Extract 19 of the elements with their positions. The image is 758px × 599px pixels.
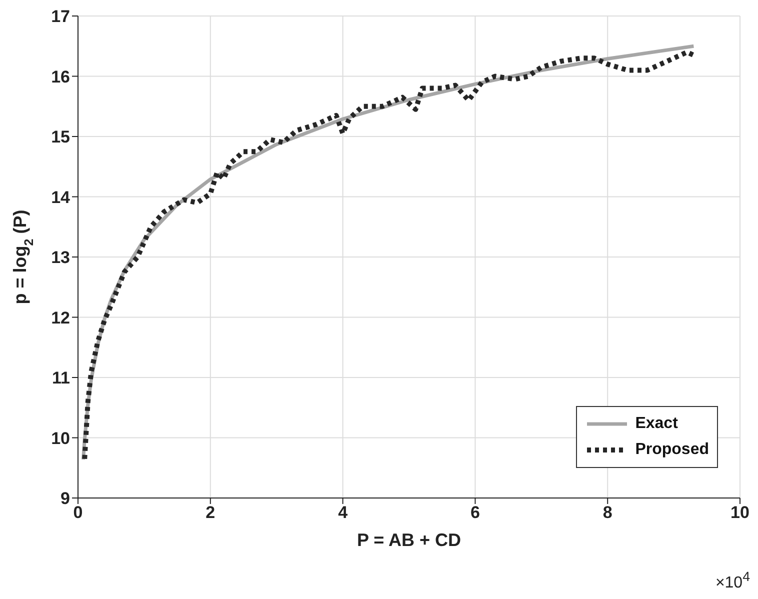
y-tick-label: 16	[51, 67, 70, 86]
x-tick-label: 6	[470, 503, 480, 522]
y-tick-label: 12	[51, 308, 70, 328]
y-tick-label: 14	[51, 188, 71, 207]
x-tick-label: 8	[602, 503, 612, 522]
y-tick-label: 13	[51, 248, 70, 268]
y-tick-label: 17	[51, 7, 70, 26]
x-tick-label: 10	[730, 503, 750, 522]
legend-label: Exact	[635, 415, 678, 433]
x-tick-label: 4	[338, 503, 348, 522]
legend-label: Proposed	[635, 441, 709, 459]
y-tick-label: 11	[52, 368, 70, 388]
y-tick-label: 15	[51, 128, 70, 147]
y-tick-label: 10	[51, 428, 70, 448]
text: ×10$^{4}$	[715, 568, 750, 592]
x-axis-title: P = AB + CD	[356, 530, 462, 550]
y-tick-label: 9	[60, 489, 70, 508]
x-tick-label: 2	[206, 503, 216, 522]
x-tick-label: 0	[73, 503, 83, 522]
